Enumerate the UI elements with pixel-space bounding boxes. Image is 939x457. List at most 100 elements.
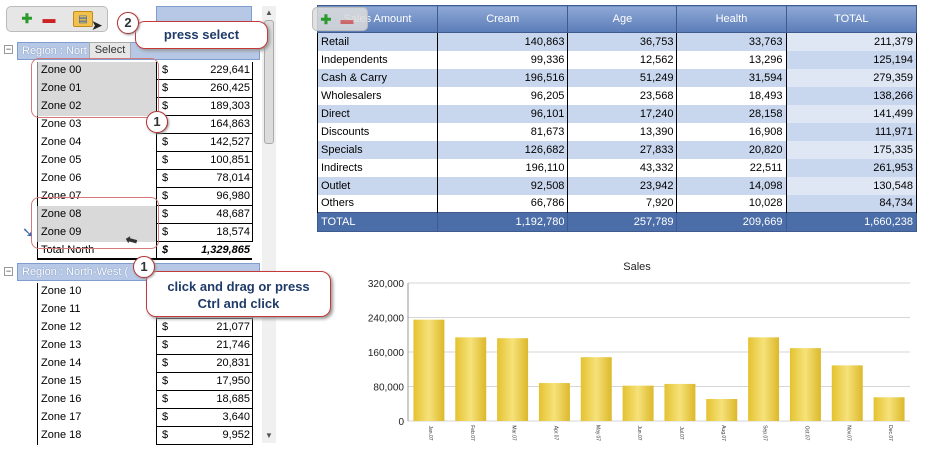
ctrl-arrow-icon: ➘ — [22, 224, 34, 240]
value-cell: 125,194 — [785, 50, 918, 69]
total-label-cell: TOTAL — [317, 212, 438, 232]
zone-name-cell[interactable]: Zone 11 — [37, 301, 157, 319]
total-value-cell: 1,192,780 — [436, 212, 569, 232]
table-row[interactable]: Wholesalers 96,205 23,568 18,493 138,266 — [317, 86, 918, 105]
table-row[interactable]: Zone 10 — [37, 283, 253, 301]
zone-value: 18,685 — [216, 393, 250, 405]
zone-name-cell[interactable]: Zone 08 — [37, 206, 157, 224]
table-total-row: TOTAL 1,192,780 257,789 209,669 1,660,238 — [317, 212, 918, 232]
step-badge-1-bottom: 1 — [133, 256, 155, 278]
zone-value: 9,952 — [222, 429, 250, 441]
zone-name-cell[interactable]: Zone 13 — [37, 337, 157, 355]
collapse-region-north-button[interactable]: − — [4, 44, 13, 54]
table-row[interactable]: Zone 03$164,863 — [37, 116, 253, 134]
currency-symbol: $ — [162, 339, 169, 351]
collapse-region-northwest-button[interactable]: − — [4, 266, 13, 276]
table-row[interactable]: Outlet 92,508 23,942 14,098 130,548 — [317, 176, 918, 195]
chart-bar — [455, 337, 487, 421]
scroll-thumb[interactable] — [264, 20, 274, 144]
vertical-scrollbar[interactable]: ▲ ▼ — [262, 6, 276, 443]
table-row[interactable]: Zone 01 $260,425 — [37, 80, 253, 98]
value-cell: 10,028 — [676, 194, 787, 213]
zone-name-cell[interactable]: Zone 04 — [37, 134, 157, 152]
zone-name-cell[interactable]: Zone 00 — [37, 62, 157, 80]
table-row[interactable]: Independents 99,336 12,562 13,296 125,194 — [317, 50, 918, 69]
zone-value: 20,831 — [216, 357, 250, 369]
zone-name-cell[interactable]: Zone 10 — [37, 283, 157, 301]
table-row[interactable]: Zone 00 $229,641 — [37, 62, 253, 80]
zone-value: 100,851 — [210, 154, 250, 166]
table-row[interactable]: Discounts 81,673 13,390 16,908 111,971 — [317, 122, 918, 141]
zone-name-cell[interactable]: Zone 17 — [37, 409, 157, 427]
value-cell: 51,249 — [567, 68, 678, 87]
currency-symbol: $ — [162, 100, 169, 112]
value-cell: 14,098 — [676, 176, 787, 195]
zone-value: 229,641 — [210, 64, 250, 76]
callout-press-select: press select — [135, 21, 268, 49]
zone-name-cell[interactable]: Zone 01 — [37, 80, 157, 98]
table-row[interactable]: Zone 11 — [37, 301, 253, 319]
table-row[interactable]: Zone 17 $3,640 — [37, 409, 253, 427]
table-row[interactable]: Direct 96,101 17,240 28,158 141,499 — [317, 104, 918, 123]
zone-value: 21,077 — [216, 321, 250, 333]
select-icon[interactable]: ▤ — [73, 11, 93, 27]
table-row[interactable]: Zone 05 $100,851 — [37, 152, 253, 170]
table-row[interactable]: Zone 09 $18,574 — [37, 224, 253, 242]
x-tick-label: Jun.07 — [636, 425, 642, 440]
minus-icon[interactable]: ▬ — [42, 11, 56, 26]
currency-symbol: $ — [162, 411, 169, 423]
minus-icon[interactable]: ▬ — [340, 12, 354, 27]
scroll-up-icon[interactable]: ▲ — [265, 8, 273, 17]
table-row[interactable]: Zone 02 $189,303 — [37, 98, 253, 116]
selection-frame-bottom — [31, 197, 159, 249]
scroll-down-icon[interactable]: ▼ — [265, 431, 273, 440]
zone-value: 3,640 — [222, 411, 250, 423]
table-row[interactable]: Others 66,786 7,920 10,028 84,734 — [317, 194, 918, 213]
y-tick-label: 320,000 — [368, 279, 405, 290]
column-header[interactable]: Health — [676, 5, 787, 33]
zone-name-cell[interactable]: Zone 14 — [37, 355, 157, 373]
x-tick-label: Dec.07 — [887, 425, 893, 441]
table-row[interactable]: Zone 06 $78,014 — [37, 170, 253, 188]
table-row[interactable]: Zone 14 $20,831 — [37, 355, 253, 373]
zone-name-cell[interactable]: Zone 06 — [37, 170, 157, 188]
zone-name-cell[interactable]: Zone 15 — [37, 373, 157, 391]
zone-value: 260,425 — [210, 82, 250, 94]
table-row[interactable]: Zone 04 $142,527 — [37, 134, 253, 152]
table-row[interactable]: Specials 126,682 27,833 20,820 175,335 — [317, 140, 918, 159]
table-row[interactable]: Zone 08 $48,687 — [37, 206, 253, 224]
zone-name-cell[interactable]: Zone 18 — [37, 427, 157, 445]
value-cell: 36,753 — [567, 32, 678, 51]
zone-name-cell[interactable]: Zone 05 — [37, 152, 157, 170]
column-header[interactable]: Cream — [436, 5, 569, 33]
zone-value: 21,746 — [216, 339, 250, 351]
zone-name-cell[interactable]: Zone 16 — [37, 391, 157, 409]
value-cell: 138,266 — [785, 86, 918, 105]
table-row[interactable]: Zone 18 $9,952 — [37, 427, 253, 445]
value-cell: 28,158 — [676, 104, 787, 123]
plus-icon[interactable]: ✚ — [320, 12, 332, 27]
chart-bar — [538, 383, 570, 421]
column-header[interactable]: Age — [567, 5, 678, 33]
column-header[interactable]: TOTAL — [785, 5, 918, 33]
table-row[interactable]: Zone 16 $18,685 — [37, 391, 253, 409]
step-badge-2: 2 — [117, 12, 139, 34]
zone-name-cell[interactable]: Zone 09 — [37, 224, 157, 242]
value-cell: 7,920 — [567, 194, 678, 213]
table-row[interactable]: Zone 13 $21,746 — [37, 337, 253, 355]
value-cell: 126,682 — [436, 140, 569, 159]
zone-name-cell[interactable]: Zone 03 — [37, 116, 157, 134]
table-row[interactable]: Retail 140,863 36,753 33,763 211,379 — [317, 32, 918, 51]
table-row[interactable]: Zone 12 $21,077 — [37, 319, 253, 337]
value-cell: 23,942 — [567, 176, 678, 195]
plus-icon[interactable]: ✚ — [21, 11, 33, 26]
value-cell: 12,562 — [567, 50, 678, 69]
table-row[interactable]: Zone 15 $17,950 — [37, 373, 253, 391]
table-row[interactable]: Cash & Carry 196,516 51,249 31,594 279,359 — [317, 68, 918, 87]
row-label-cell: Independents — [317, 50, 438, 69]
zone-name-cell[interactable]: Zone 12 — [37, 319, 157, 337]
zone-value: 142,527 — [210, 136, 250, 148]
value-cell: 81,673 — [436, 122, 569, 141]
table-row[interactable]: Indirects 196,110 43,332 22,511 261,953 — [317, 158, 918, 177]
zone-name-cell[interactable]: Zone 02 — [37, 98, 157, 116]
